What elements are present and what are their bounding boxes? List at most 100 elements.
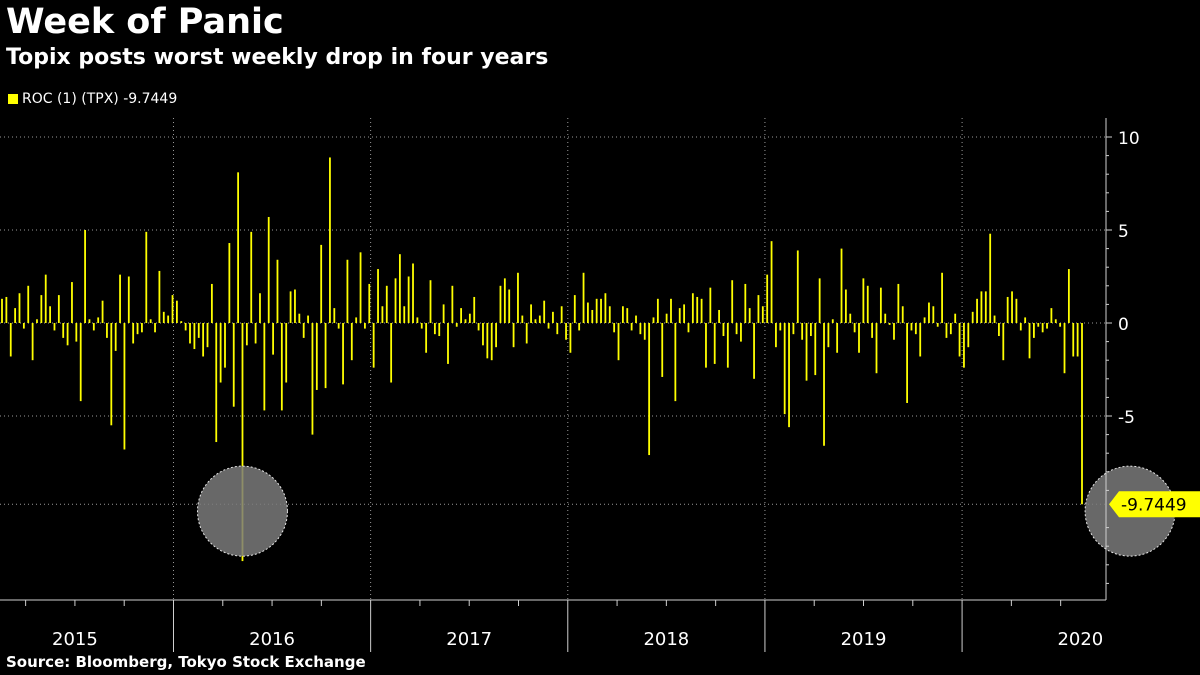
- bar: [162, 311, 165, 323]
- bar: [490, 323, 493, 361]
- bar: [92, 323, 95, 331]
- bar: [1067, 269, 1070, 323]
- bar-series: [1, 157, 1083, 562]
- bar: [748, 308, 751, 323]
- bar: [831, 319, 834, 323]
- last-value-label: -9.7449: [1121, 495, 1187, 515]
- bar: [648, 323, 651, 456]
- bar: [810, 323, 812, 337]
- bar: [569, 323, 572, 353]
- bar: [197, 323, 200, 338]
- bar: [486, 323, 489, 359]
- legend-swatch: [8, 94, 18, 104]
- bar: [62, 323, 65, 338]
- bar: [735, 323, 738, 335]
- bar: [862, 278, 865, 323]
- bar: [224, 323, 226, 368]
- bar: [792, 323, 795, 335]
- source-note: Source: Bloomberg, Tokyo Stock Exchange: [6, 653, 366, 671]
- bar: [866, 285, 869, 323]
- bar: [1063, 323, 1066, 374]
- bar: [57, 295, 60, 323]
- bar: [1002, 323, 1005, 361]
- bar: [844, 289, 847, 323]
- bar: [884, 313, 887, 323]
- bar: [79, 323, 82, 402]
- bar: [482, 323, 484, 346]
- bar: [665, 313, 668, 323]
- bar: [210, 283, 213, 323]
- bar: [276, 259, 279, 323]
- bar: [871, 323, 874, 338]
- bar: [984, 291, 987, 323]
- bar: [407, 276, 410, 323]
- bar: [468, 313, 471, 323]
- bar: [543, 300, 546, 323]
- bar: [1019, 323, 1022, 331]
- bar: [910, 323, 913, 331]
- bar: [744, 283, 747, 323]
- last-value-callout: -9.7449: [1109, 491, 1200, 518]
- bar: [888, 323, 891, 325]
- bar: [132, 323, 135, 344]
- bar: [740, 323, 742, 342]
- bar: [9, 323, 12, 357]
- bar: [136, 323, 139, 335]
- bar: [928, 302, 930, 323]
- bar: [512, 323, 515, 348]
- y-tick-label: 10: [1118, 129, 1140, 149]
- bar: [377, 269, 379, 323]
- bar: [1033, 323, 1035, 338]
- bar: [202, 323, 205, 357]
- y-tick-label: -5: [1118, 408, 1135, 428]
- bar: [232, 323, 235, 407]
- bar: [604, 293, 607, 323]
- bar: [250, 231, 253, 323]
- bar: [696, 296, 699, 323]
- bar: [5, 296, 8, 323]
- bar: [587, 302, 589, 323]
- bar: [280, 323, 283, 411]
- highlight-circle: [196, 465, 288, 557]
- bar: [171, 295, 174, 323]
- bar: [818, 278, 821, 323]
- bar: [259, 293, 261, 323]
- bar: [731, 280, 734, 323]
- bar: [993, 315, 996, 323]
- bar: [36, 319, 38, 323]
- x-year-label: 2017: [446, 629, 492, 650]
- bar: [473, 296, 476, 323]
- bar: [127, 276, 130, 323]
- bar: [346, 259, 349, 323]
- x-year-label: 2016: [249, 629, 295, 650]
- bar: [998, 323, 1000, 337]
- bar: [149, 319, 152, 323]
- bar: [40, 295, 43, 323]
- bar: [390, 323, 393, 383]
- bar: [783, 323, 786, 415]
- bar: [626, 308, 629, 323]
- bar: [980, 291, 983, 323]
- bar: [879, 287, 882, 323]
- bar: [700, 298, 703, 323]
- bar: [517, 272, 519, 323]
- bar: [919, 323, 922, 357]
- bar: [320, 244, 323, 323]
- bar: [433, 323, 436, 335]
- bar: [853, 323, 856, 333]
- legend-label: ROC (1) (TPX) -9.7449: [22, 91, 178, 107]
- bar: [643, 323, 646, 340]
- bar: [477, 323, 480, 331]
- x-year-label: 2015: [52, 629, 98, 650]
- bar: [958, 323, 961, 357]
- bar: [106, 323, 108, 338]
- bar: [329, 157, 331, 323]
- bar: [971, 311, 974, 323]
- bar: [687, 323, 690, 333]
- axes: 10 5 0 -5 2015 2016 2017 2018 2019 2020: [0, 118, 1140, 652]
- year-separators: [172, 118, 963, 600]
- bar: [897, 283, 900, 323]
- bar: [547, 323, 550, 329]
- bar: [31, 323, 34, 361]
- bar: [521, 315, 524, 323]
